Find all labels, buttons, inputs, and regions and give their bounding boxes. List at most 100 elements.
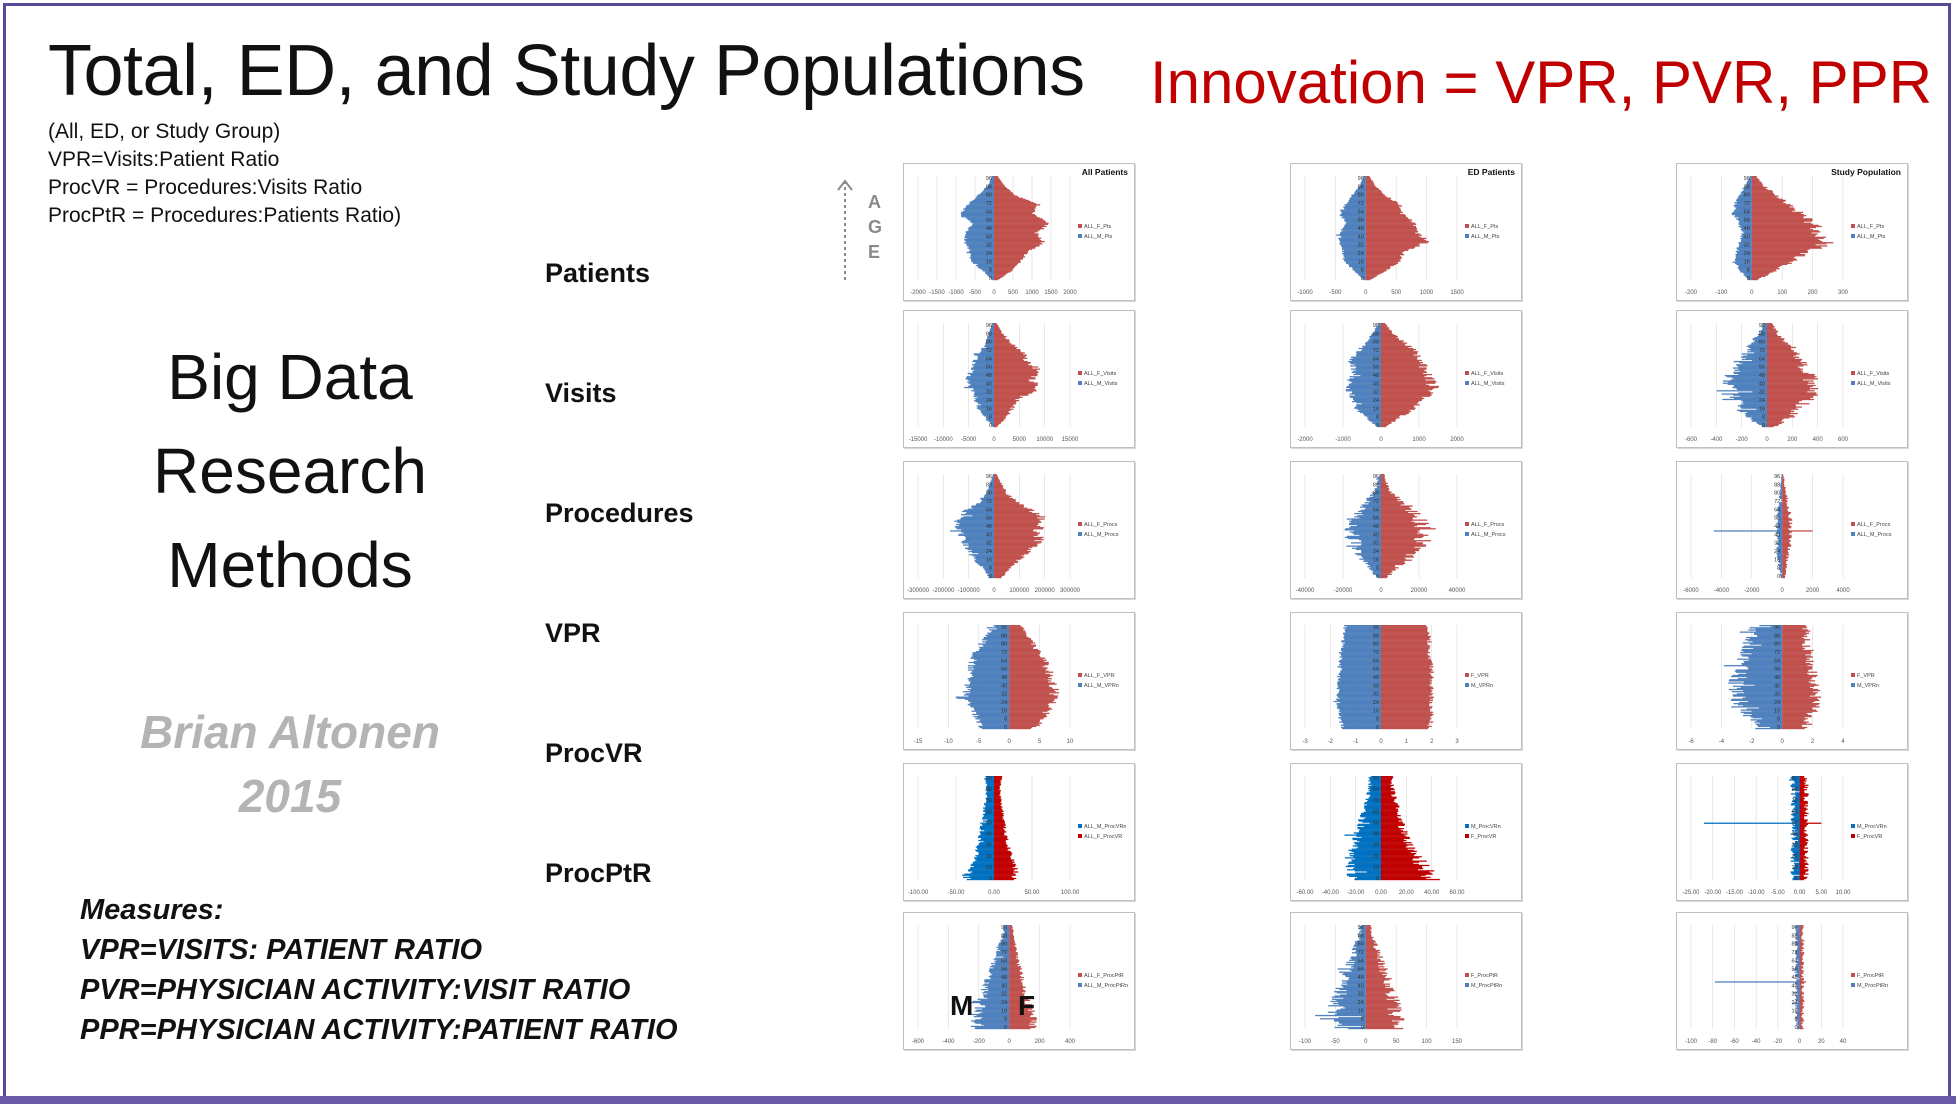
chart-bar-male <box>970 200 994 203</box>
chart-bar-female <box>1799 790 1805 792</box>
chart-bar-female <box>1767 355 1794 357</box>
chart-bar-female <box>1799 793 1809 795</box>
chart-bar-female <box>1782 726 1808 729</box>
chart-bar-female <box>994 860 1013 862</box>
chart-bar-female <box>1782 704 1819 706</box>
chart-bar-female <box>1381 708 1430 710</box>
chart-bar-male <box>1797 935 1800 938</box>
chart-bar-female <box>1381 366 1419 368</box>
chart-bar-female <box>1381 397 1425 400</box>
chart-bar-female <box>1365 192 1383 194</box>
chart-bar-female <box>1009 654 1039 656</box>
chart-bar-female <box>1365 1005 1400 1007</box>
chart-bar-male <box>1358 831 1381 833</box>
chart-bar-female <box>1799 841 1806 843</box>
chart-bar-male <box>1732 386 1767 389</box>
chart-bar-male <box>1744 681 1783 683</box>
chart-y-tick: 72 <box>1373 650 1379 656</box>
chart-bar-male <box>1791 848 1800 850</box>
chart-bar-male <box>966 241 994 243</box>
chart-bar-female <box>1799 928 1803 930</box>
chart-bar-male <box>971 1020 1010 1022</box>
chart-bar-male <box>1736 198 1752 201</box>
chart-bar-female <box>1381 492 1391 494</box>
chart-bar-male <box>956 523 994 526</box>
chart-x-tick: -300000 <box>907 588 930 594</box>
chart-bar-female <box>1381 632 1430 634</box>
chart-bar-male <box>1755 723 1783 725</box>
chart-bar-female <box>1751 264 1782 267</box>
chart-bar-female <box>1009 628 1025 630</box>
chart-bar-female <box>994 333 1004 336</box>
chart-bar-male <box>962 210 994 212</box>
chart-bar-male <box>1339 238 1366 241</box>
chart-bar-male <box>962 542 994 544</box>
chart-bar-male <box>1372 422 1381 424</box>
chart-bar-female <box>1365 218 1409 220</box>
chart-bar-male <box>1336 999 1366 1002</box>
chart-bar-male <box>1351 958 1366 960</box>
chart-bar-female <box>1799 828 1805 830</box>
chart-bar-female <box>1751 246 1821 248</box>
chart-bar-male <box>1792 855 1800 857</box>
chart-bar-female <box>1799 960 1802 963</box>
chart-bar-female <box>1365 942 1374 944</box>
chart-bar-female <box>1381 569 1396 571</box>
chart-bar-female <box>994 200 1031 203</box>
chart-x-tick: -40000 <box>1296 588 1315 594</box>
chart-bar-male <box>1747 277 1752 280</box>
chart-bar-male <box>1751 653 1783 655</box>
chart-bar-female <box>1767 406 1802 408</box>
chart-bar-male <box>998 944 1010 946</box>
chart-bar-male <box>1368 503 1381 505</box>
chart-y-tick: 80 <box>986 340 992 346</box>
chart-bar-male <box>1780 489 1783 491</box>
chart-bar-male <box>1338 652 1381 654</box>
chart-legend-swatch <box>1078 824 1082 828</box>
chart-bar-male <box>1777 555 1783 557</box>
chart-bar-male <box>1780 573 1783 575</box>
chart-bar-male <box>1379 474 1381 476</box>
chart-y-tick: 50 <box>986 820 992 826</box>
chart-x-tick: 1500 <box>1450 290 1464 296</box>
chart-bar-male <box>1360 816 1381 818</box>
chart-y-tick: 32 <box>1774 541 1780 547</box>
chart-bar-male <box>985 493 994 495</box>
chart-bar-male <box>961 541 994 543</box>
chart-bar-male <box>1776 550 1783 553</box>
chart-bar-male <box>980 1004 1010 1006</box>
chart-bar-male <box>1353 945 1366 947</box>
chart-bar-male <box>1333 1019 1366 1021</box>
chart-bar-female <box>1381 691 1432 693</box>
chart-bar-female <box>994 808 1003 810</box>
chart-legend-label: ALL_F_Procs <box>1084 522 1118 528</box>
chart-bar-female <box>1751 241 1823 243</box>
chart-bar-male <box>1795 931 1800 933</box>
chart-bar-female <box>1381 839 1407 842</box>
chart-bar-female <box>1381 571 1393 573</box>
chart-bar-male <box>1792 1003 1800 1005</box>
chart-bar-female <box>1381 628 1428 630</box>
chart-bar-female <box>1365 960 1385 963</box>
chart-bar-male <box>976 1009 1010 1011</box>
chart-bar-male <box>1354 878 1381 881</box>
chart-bar-male <box>995 961 1010 964</box>
chart-bar-male <box>1795 797 1800 799</box>
chart-bar-female <box>994 355 1026 357</box>
chart-bar-female <box>994 408 1014 410</box>
chart-bar-female <box>1365 933 1371 935</box>
chart-bar-female <box>1751 176 1757 178</box>
chart-bar-male <box>969 380 994 382</box>
chart-bar-male <box>979 834 994 836</box>
chart-bar-female <box>1381 329 1391 331</box>
chart-bar-male <box>993 958 1010 960</box>
chart-bar-male <box>1793 870 1800 872</box>
chart-bar-female <box>994 838 1009 841</box>
chart-bar-female <box>994 258 1023 260</box>
chart-bar-female <box>1381 843 1406 845</box>
chart-bar-female <box>994 536 1044 539</box>
chart-legend-swatch <box>1465 973 1469 977</box>
chart-legend-swatch <box>1851 522 1855 526</box>
chart-x-tick: -25.00 <box>1682 890 1700 896</box>
chart-bar-female <box>1365 186 1377 189</box>
